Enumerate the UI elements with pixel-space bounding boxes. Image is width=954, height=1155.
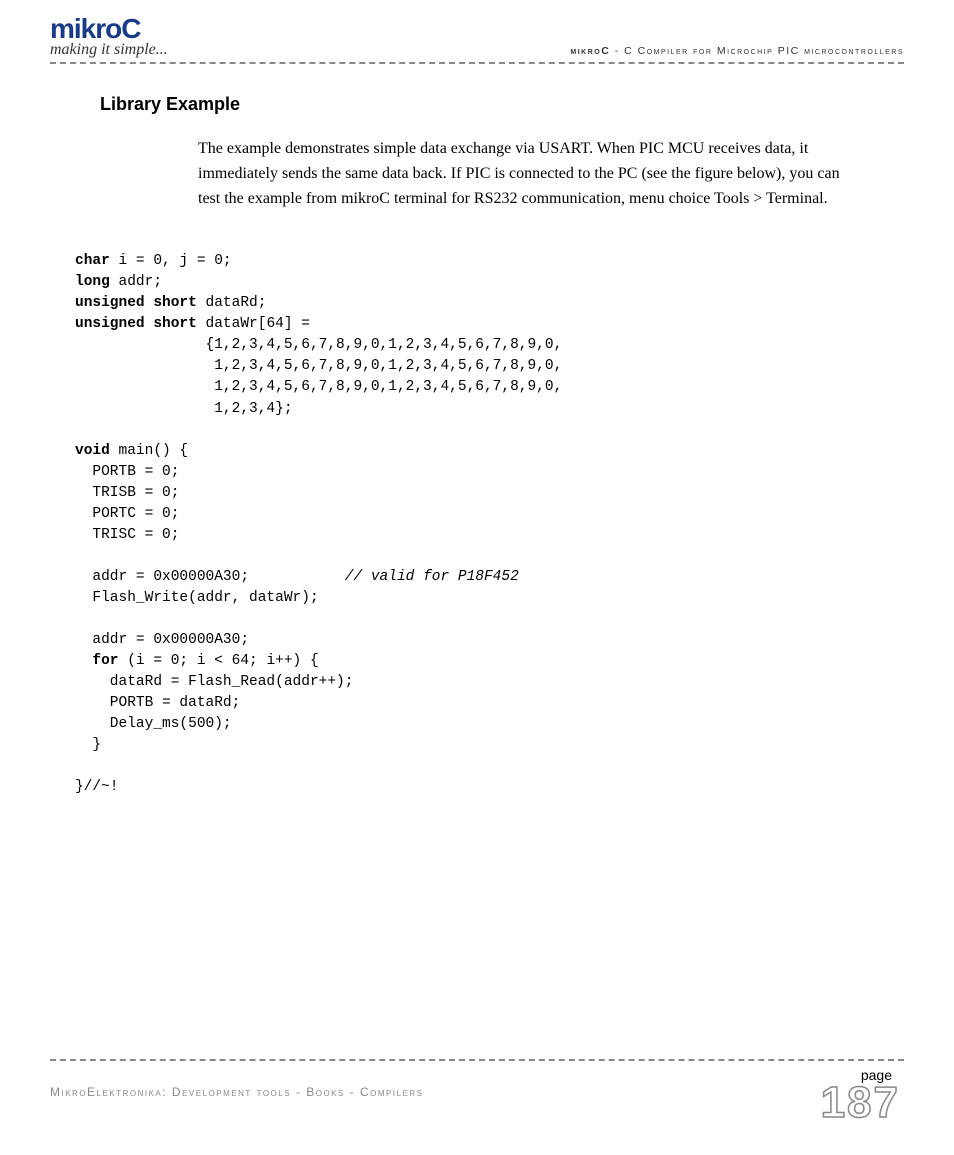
header-right-bold: mikroC [570,45,610,57]
footer-left-text: MikroElektronika: Development tools - Bo… [50,1085,424,1099]
page-content: Library Example The example demonstrates… [0,64,954,798]
brand-logo: mikroC [50,15,904,43]
section-title: Library Example [100,94,854,115]
page-footer: MikroElektronika: Development tools - Bo… [50,1059,904,1125]
footer-divider [50,1059,904,1061]
header-right-text: mikroC - C Compiler for Microchip PIC mi… [570,45,904,57]
tagline: making it simple... [50,41,168,59]
header-subline: making it simple... mikroC - C Compiler … [50,41,904,59]
page-header: mikroC making it simple... mikroC - C Co… [0,0,954,59]
page-number: 187 [821,1081,900,1125]
footer-row: MikroElektronika: Development tools - Bo… [50,1067,904,1125]
page-number-wrap: page 187 [821,1067,900,1125]
code-block: char i = 0, j = 0; long addr; unsigned s… [75,251,854,797]
header-right-rest: - C Compiler for Microchip PIC microcont… [610,45,904,57]
section-body: The example demonstrates simple data exc… [198,137,854,211]
